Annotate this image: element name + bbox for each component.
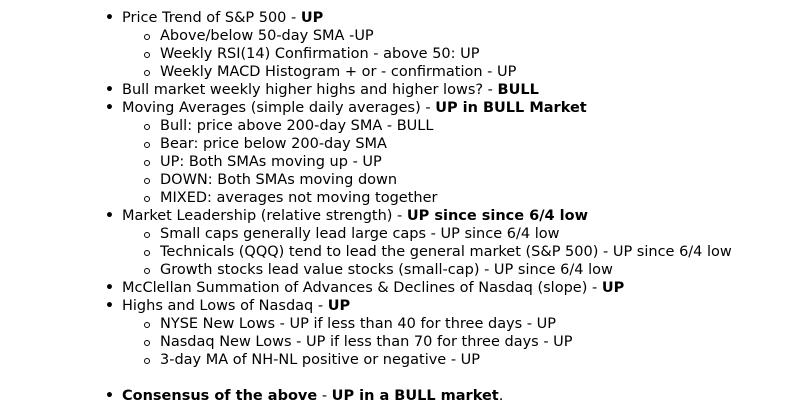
sub-item-text: UP: Both SMAs moving up - UP — [160, 154, 382, 170]
sub-list-item: Bear: price below 200-day SMA — [122, 135, 787, 153]
sub-list-item: Weekly MACD Histogram + or - confirmatio… — [122, 63, 787, 81]
sub-item-text: 3-day MA of NH-NL positive or negative -… — [160, 352, 481, 368]
item-status: BULL — [497, 82, 539, 98]
sub-list-item: Small caps generally lead large caps - U… — [122, 225, 787, 243]
consensus-end: . — [498, 388, 504, 404]
item-text: Bull market weekly higher highs and high… — [122, 82, 498, 98]
item-text: McClellan Summation of Advances & Declin… — [122, 280, 602, 296]
bullet-icon: • — [105, 10, 114, 26]
list-item: • Market Leadership (relative strength) … — [0, 207, 787, 279]
list-item: • Bull market weekly higher highs and hi… — [0, 81, 787, 99]
item-text: Highs and Lows of Nasdaq - — [122, 298, 328, 314]
consensus-label: Consensus of the above — [122, 388, 318, 404]
circle-bullet-icon — [144, 340, 150, 346]
sub-list-item: Growth stocks lead value stocks (small-c… — [122, 261, 787, 279]
sub-list-item: Nasdaq New Lows - UP if less than 70 for… — [122, 333, 787, 351]
item-status: UP — [327, 298, 351, 314]
sub-item-text: Growth stocks lead value stocks (small-c… — [160, 262, 613, 278]
sub-list-item: Weekly RSI(14) Confirmation - above 50: … — [122, 45, 787, 63]
indicator-list: • Price Trend of S&P 500 - UP Above/belo… — [0, 9, 787, 369]
circle-bullet-icon — [144, 250, 150, 256]
sub-list-item: Technicals (QQQ) tend to lead the genera… — [122, 243, 787, 261]
list-item: • McClellan Summation of Advances & Decl… — [0, 279, 787, 297]
item-status: UP since since 6/4 low — [406, 208, 589, 224]
sub-item-text: Technicals (QQQ) tend to lead the genera… — [160, 244, 732, 260]
sub-list: Bull: price above 200-day SMA - BULL Bea… — [122, 117, 787, 207]
list-item: • Highs and Lows of Nasdaq - UP NYSE New… — [0, 297, 787, 369]
consensus-list: • Consensus of the above - UP in a BULL … — [0, 387, 787, 405]
circle-bullet-icon — [144, 232, 150, 238]
item-status: UP — [300, 10, 324, 26]
sub-item-text: Bull: price above 200-day SMA - BULL — [160, 118, 434, 134]
sub-list-item: Bull: price above 200-day SMA - BULL — [122, 117, 787, 135]
circle-bullet-icon — [144, 34, 150, 40]
consensus-item: • Consensus of the above - UP in a BULL … — [0, 387, 787, 405]
circle-bullet-icon — [144, 322, 150, 328]
sub-item-text: Bear: price below 200-day SMA — [160, 136, 387, 152]
list-item: • Moving Averages (simple daily averages… — [0, 99, 787, 207]
sub-list-item: 3-day MA of NH-NL positive or negative -… — [122, 351, 787, 369]
sub-item-text: DOWN: Both SMAs moving down — [160, 172, 398, 188]
circle-bullet-icon — [144, 160, 150, 166]
circle-bullet-icon — [144, 268, 150, 274]
spacer — [0, 369, 787, 387]
sub-item-text: Weekly RSI(14) Confirmation - above 50: … — [160, 46, 480, 62]
item-text: Price Trend of S&P 500 - — [122, 10, 301, 26]
circle-bullet-icon — [144, 142, 150, 148]
circle-bullet-icon — [144, 70, 150, 76]
circle-bullet-icon — [144, 358, 150, 364]
sub-list-item: Above/below 50-day SMA -UP — [122, 27, 787, 45]
document-body: • Price Trend of S&P 500 - UP Above/belo… — [0, 9, 787, 405]
sub-item-text: Small caps generally lead large caps - U… — [160, 226, 560, 242]
item-text: Market Leadership (relative strength) - — [122, 208, 407, 224]
bullet-icon: • — [105, 280, 114, 296]
bullet-icon: • — [105, 82, 114, 98]
sub-list: Small caps generally lead large caps - U… — [122, 225, 787, 279]
sub-item-text: Nasdaq New Lows - UP if less than 70 for… — [160, 334, 573, 350]
bullet-icon: • — [105, 298, 114, 314]
sub-item-text: MIXED: averages not moving together — [160, 190, 438, 206]
item-text: Moving Averages (simple daily averages) … — [122, 100, 436, 116]
consensus-value: UP in a BULL market — [331, 388, 499, 404]
list-item: • Price Trend of S&P 500 - UP Above/belo… — [0, 9, 787, 81]
sub-list-item: DOWN: Both SMAs moving down — [122, 171, 787, 189]
bullet-icon: • — [105, 208, 114, 224]
bullet-icon: • — [105, 388, 114, 404]
sub-item-text: Weekly MACD Histogram + or - confirmatio… — [160, 64, 517, 80]
circle-bullet-icon — [144, 52, 150, 58]
sub-list-item: UP: Both SMAs moving up - UP — [122, 153, 787, 171]
sub-list-item: MIXED: averages not moving together — [122, 189, 787, 207]
item-status: UP — [601, 280, 625, 296]
circle-bullet-icon — [144, 196, 150, 202]
bullet-icon: • — [105, 100, 114, 116]
sub-list-item: NYSE New Lows - UP if less than 40 for t… — [122, 315, 787, 333]
circle-bullet-icon — [144, 124, 150, 130]
sub-list: NYSE New Lows - UP if less than 40 for t… — [122, 315, 787, 369]
consensus-separator: - — [317, 388, 332, 404]
item-status: UP in BULL Market — [435, 100, 587, 116]
sub-item-text: Above/below 50-day SMA -UP — [160, 28, 374, 44]
sub-list: Above/below 50-day SMA -UP Weekly RSI(14… — [122, 27, 787, 81]
sub-item-text: NYSE New Lows - UP if less than 40 for t… — [160, 316, 557, 332]
circle-bullet-icon — [144, 178, 150, 184]
